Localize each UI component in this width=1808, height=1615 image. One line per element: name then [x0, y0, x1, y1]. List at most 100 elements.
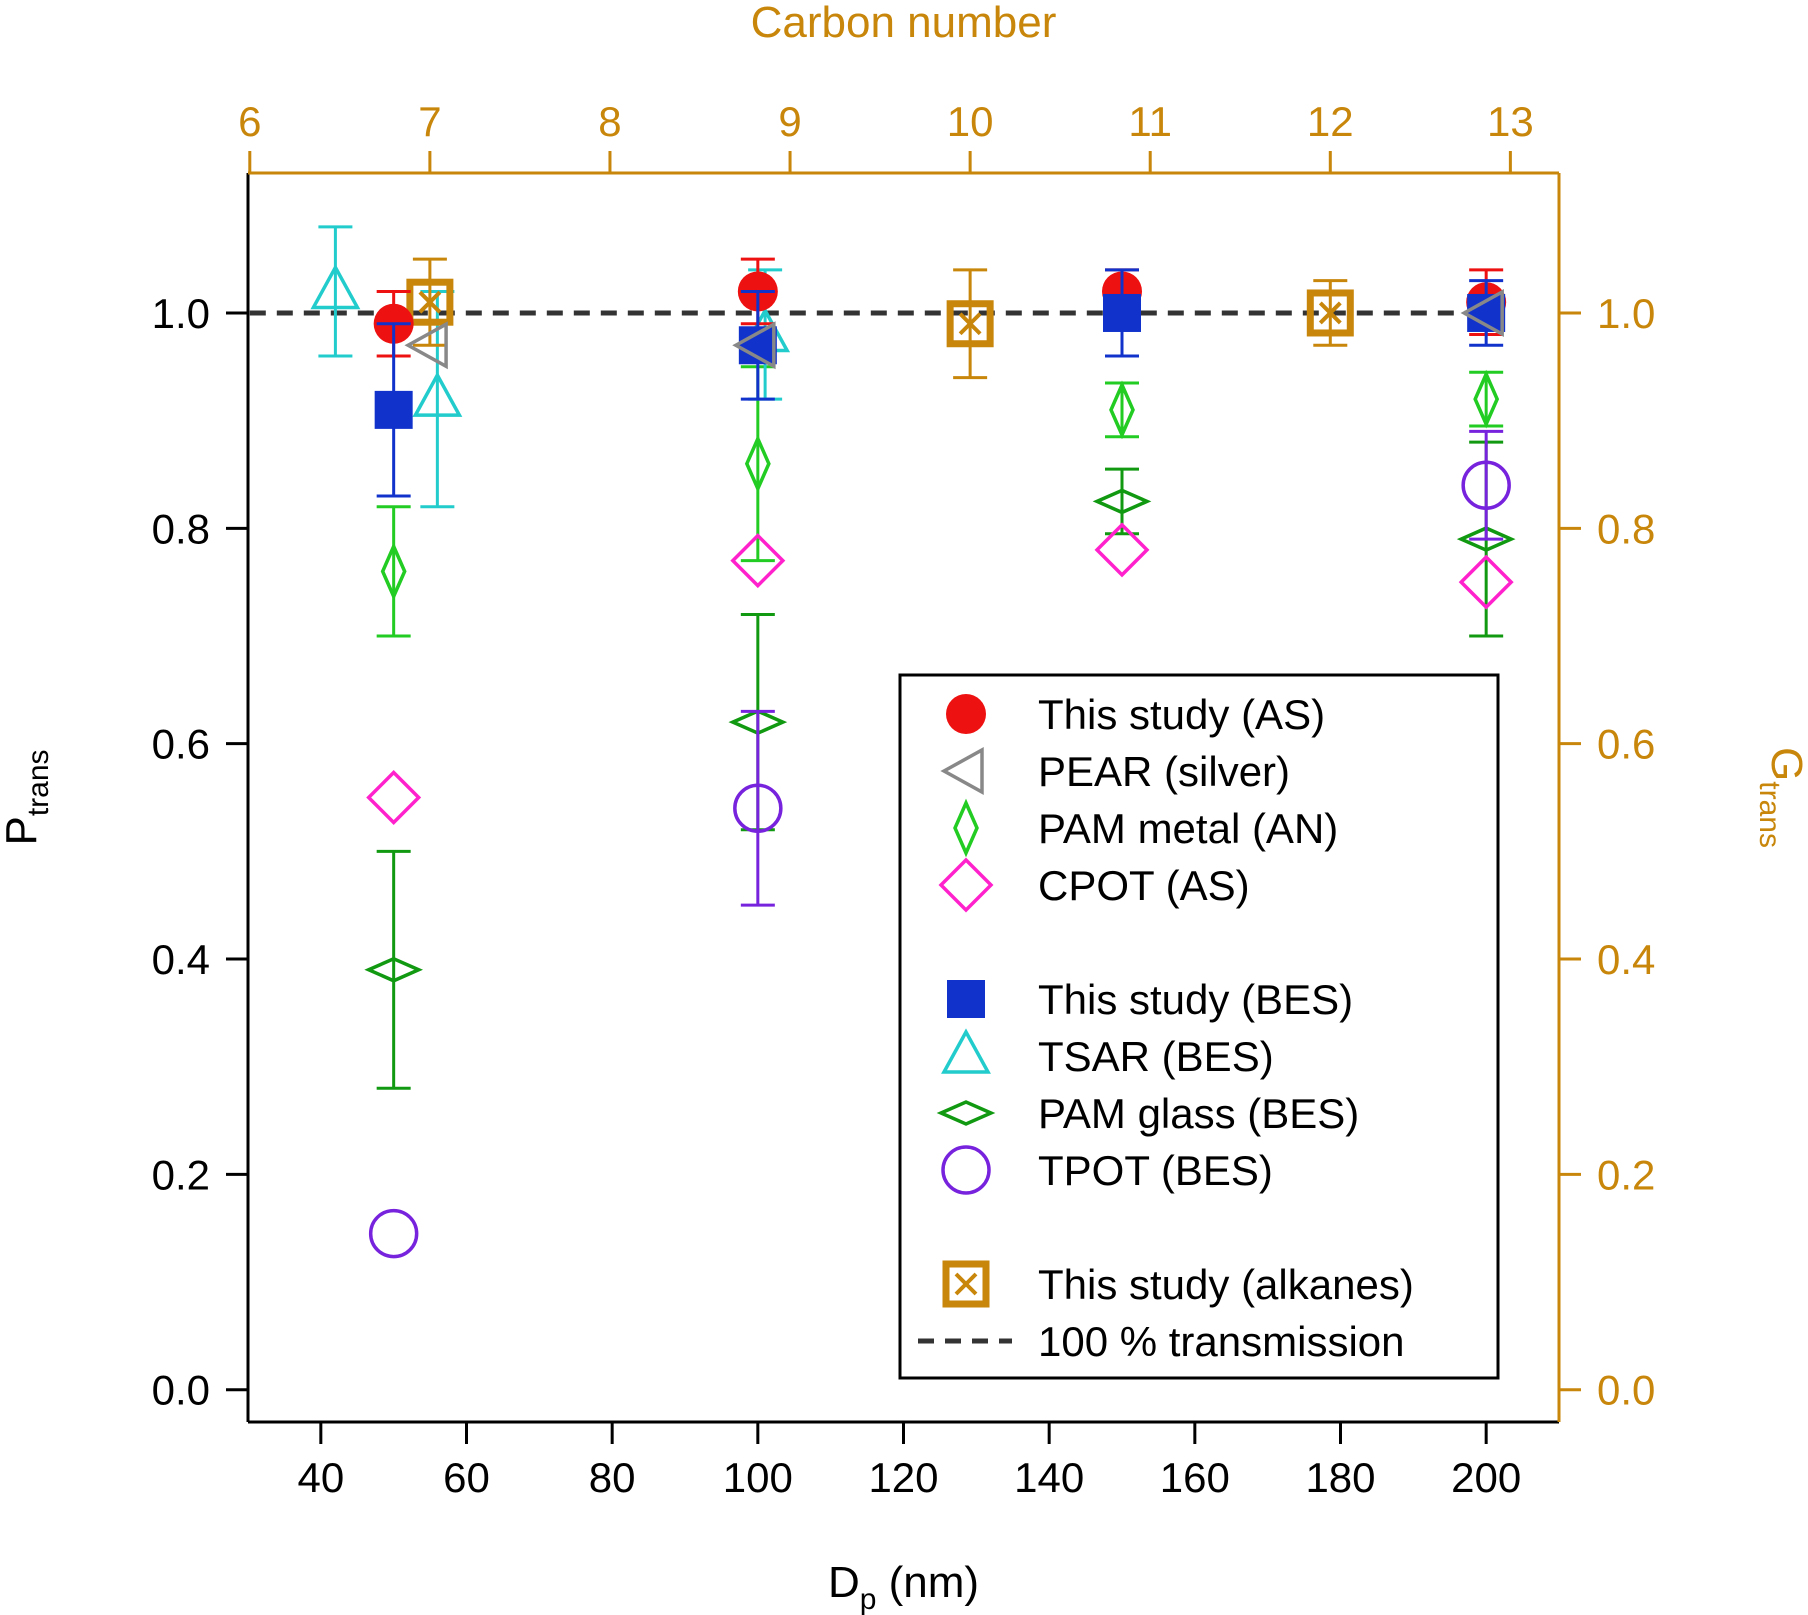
legend-marker — [941, 1145, 991, 1195]
legend-marker — [936, 1100, 996, 1126]
y-tick-label: 0.8 — [152, 505, 210, 552]
legend-label: PAM glass (BES) — [1038, 1090, 1359, 1137]
error-bar — [740, 709, 775, 907]
data-point — [1103, 293, 1141, 332]
x-tick-label: 40 — [297, 1454, 344, 1501]
legend-item: TPOT (BES) — [941, 1145, 1273, 1195]
y-tick-label: 0.2 — [152, 1151, 210, 1198]
legend-item: TSAR (BES) — [941, 1028, 1274, 1080]
y-axis-label: Ptrans — [0, 749, 55, 845]
x-tick-label: 80 — [589, 1454, 636, 1501]
series-pam-metal-an — [376, 365, 1504, 638]
y-tick-label: 0.6 — [152, 721, 210, 768]
data-point — [744, 434, 771, 494]
data-point — [733, 783, 783, 834]
data-point — [404, 321, 448, 370]
data-point — [364, 956, 424, 983]
y2-tick-label: 0.0 — [1597, 1367, 1655, 1414]
legend-marker — [941, 1028, 991, 1074]
x-tick-label: 60 — [443, 1454, 490, 1501]
x2-axis-label: Carbon number — [751, 0, 1057, 47]
legend: This study (AS) PEAR (silver) PAM metal (A… — [898, 673, 1500, 1380]
y2-axis-label: Gtrans — [1753, 747, 1808, 848]
y2-tick-label: 0.4 — [1597, 936, 1655, 983]
data-point — [728, 709, 788, 736]
data-point — [1461, 460, 1511, 510]
series-tsar-bes — [310, 225, 791, 509]
x-tick-label: 140 — [1014, 1454, 1084, 1501]
data-point — [730, 533, 786, 589]
x-tick-label: 160 — [1160, 1454, 1230, 1501]
legend-item: 100 % transmission — [918, 1318, 1405, 1365]
x-tick-label: 100 — [723, 1454, 793, 1501]
data-point — [1094, 522, 1150, 578]
legend-label: This study (BES) — [1038, 976, 1353, 1023]
data-point — [374, 390, 413, 429]
legend-marker — [942, 1260, 990, 1308]
y2-tick-label: 0.6 — [1597, 721, 1655, 768]
data-point — [1109, 380, 1135, 440]
legend-item: PAM glass (BES) — [936, 1090, 1359, 1137]
y2-tick-label: 0.8 — [1597, 505, 1655, 552]
data-point — [366, 770, 422, 825]
x2-tick-label: 9 — [778, 98, 801, 145]
legend-label: This study (AS) — [1038, 691, 1325, 738]
x2-tick-label: 8 — [598, 98, 621, 145]
legend-label: TPOT (BES) — [1038, 1147, 1273, 1194]
x2-tick-label: 7 — [418, 98, 441, 145]
series-pear-silver — [404, 289, 1504, 370]
data-point — [380, 542, 407, 601]
x2-tick-label: 11 — [1128, 98, 1172, 145]
x-axis-label: Dp (nm) — [828, 1558, 979, 1615]
data-point — [1306, 289, 1354, 337]
data-point — [1456, 526, 1516, 552]
y-tick-label: 0.4 — [152, 936, 210, 983]
series-this-study-bes — [374, 268, 1506, 498]
data-point — [368, 1208, 419, 1259]
legend-marker — [947, 980, 985, 1018]
x-tick-label: 200 — [1451, 1454, 1521, 1501]
series-tpot-bes — [368, 429, 1511, 1259]
x2-tick-label: 6 — [238, 98, 261, 145]
x-tick-label: 180 — [1305, 1454, 1375, 1501]
legend-item: This study (BES) — [947, 976, 1353, 1023]
y-tick-label: 0.0 — [152, 1367, 210, 1414]
data-point — [412, 371, 463, 417]
legend-label: CPOT (AS) — [1038, 862, 1250, 909]
series-this-study-alkanes — [406, 257, 1354, 380]
error-bar — [376, 505, 411, 638]
x2-tick-label: 12 — [1307, 98, 1354, 145]
y2-tick-label: 1.0 — [1597, 290, 1655, 337]
legend-label: TSAR (BES) — [1038, 1033, 1274, 1080]
data-point — [1458, 554, 1514, 610]
x2-tick-label: 13 — [1487, 98, 1534, 145]
legend-marker — [946, 694, 986, 734]
error-bar — [318, 225, 353, 358]
legend-label: PEAR (silver) — [1038, 748, 1290, 795]
data-point — [1473, 369, 1500, 429]
legend-marker — [938, 857, 994, 913]
legend-item: PAM metal (AN) — [953, 798, 1338, 858]
legend-label: PAM metal (AN) — [1038, 805, 1338, 852]
data-point — [310, 263, 361, 310]
error-bar — [376, 849, 411, 1090]
legend-item: CPOT (AS) — [938, 857, 1250, 913]
legend-marker — [953, 798, 979, 858]
legend-item: PEAR (silver) — [940, 747, 1290, 795]
data-point — [946, 300, 994, 348]
legend-label: This study (alkanes) — [1038, 1261, 1414, 1308]
legend-item: This study (alkanes) — [942, 1260, 1414, 1308]
error-bar — [1469, 429, 1504, 541]
y2-tick-label: 0.2 — [1597, 1151, 1655, 1198]
legend-item: This study (AS) — [946, 691, 1325, 738]
legend-label: 100 % transmission — [1038, 1318, 1405, 1365]
data-point — [406, 278, 454, 326]
series-cpot-as — [366, 522, 1514, 825]
data-point — [1460, 289, 1504, 337]
x-tick-label: 120 — [868, 1454, 938, 1501]
x2-tick-label: 10 — [947, 98, 994, 145]
y-tick-label: 1.0 — [152, 290, 210, 337]
